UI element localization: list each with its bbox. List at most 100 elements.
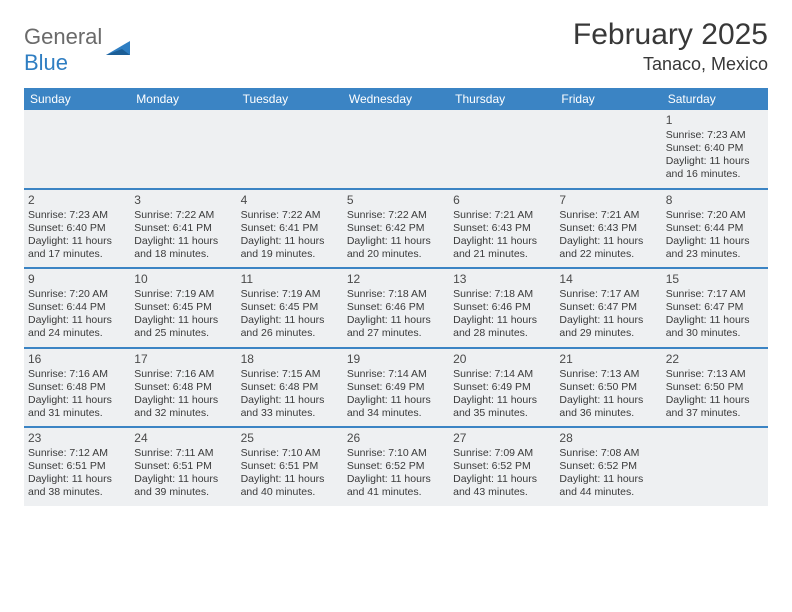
day-number: 26: [347, 431, 445, 446]
day-number: 20: [453, 352, 551, 367]
logo-text: General Blue: [24, 24, 102, 76]
weekday-header: Thursday: [449, 88, 555, 110]
weekday-header: Tuesday: [237, 88, 343, 110]
calendar-day: 25Sunrise: 7:10 AMSunset: 6:51 PMDayligh…: [237, 428, 343, 506]
daylight-text: Daylight: 11 hours and 16 minutes.: [666, 155, 764, 181]
daylight-text: Daylight: 11 hours and 30 minutes.: [666, 314, 764, 340]
calendar-week: 1Sunrise: 7:23 AMSunset: 6:40 PMDaylight…: [24, 110, 768, 188]
calendar-day: 10Sunrise: 7:19 AMSunset: 6:45 PMDayligh…: [130, 269, 236, 347]
sunrise-text: Sunrise: 7:22 AM: [347, 209, 445, 222]
day-number: 1: [666, 113, 764, 128]
weekday-header: Sunday: [24, 88, 130, 110]
calendar-day-empty: [555, 110, 661, 188]
sunset-text: Sunset: 6:41 PM: [134, 222, 232, 235]
calendar-day: 24Sunrise: 7:11 AMSunset: 6:51 PMDayligh…: [130, 428, 236, 506]
calendar-day: 6Sunrise: 7:21 AMSunset: 6:43 PMDaylight…: [449, 190, 555, 268]
sunrise-text: Sunrise: 7:20 AM: [28, 288, 126, 301]
weekday-header: Saturday: [662, 88, 768, 110]
day-number: 7: [559, 193, 657, 208]
weekday-header: Wednesday: [343, 88, 449, 110]
daylight-text: Daylight: 11 hours and 20 minutes.: [347, 235, 445, 261]
calendar-day: 16Sunrise: 7:16 AMSunset: 6:48 PMDayligh…: [24, 349, 130, 427]
day-number: 12: [347, 272, 445, 287]
calendar-day: 2Sunrise: 7:23 AMSunset: 6:40 PMDaylight…: [24, 190, 130, 268]
calendar-day-empty: [662, 428, 768, 506]
day-number: 3: [134, 193, 232, 208]
sunrise-text: Sunrise: 7:12 AM: [28, 447, 126, 460]
sunrise-text: Sunrise: 7:10 AM: [347, 447, 445, 460]
calendar-day: 28Sunrise: 7:08 AMSunset: 6:52 PMDayligh…: [555, 428, 661, 506]
calendar-week: 16Sunrise: 7:16 AMSunset: 6:48 PMDayligh…: [24, 347, 768, 427]
day-number: 9: [28, 272, 126, 287]
daylight-text: Daylight: 11 hours and 25 minutes.: [134, 314, 232, 340]
sunset-text: Sunset: 6:49 PM: [347, 381, 445, 394]
day-number: 19: [347, 352, 445, 367]
day-number: 16: [28, 352, 126, 367]
sunset-text: Sunset: 6:41 PM: [241, 222, 339, 235]
calendar-day-empty: [343, 110, 449, 188]
calendar-day-empty: [449, 110, 555, 188]
calendar-week: 9Sunrise: 7:20 AMSunset: 6:44 PMDaylight…: [24, 267, 768, 347]
sunset-text: Sunset: 6:48 PM: [28, 381, 126, 394]
sunrise-text: Sunrise: 7:14 AM: [453, 368, 551, 381]
sunset-text: Sunset: 6:51 PM: [134, 460, 232, 473]
sunrise-text: Sunrise: 7:14 AM: [347, 368, 445, 381]
sunset-text: Sunset: 6:52 PM: [453, 460, 551, 473]
sunset-text: Sunset: 6:50 PM: [559, 381, 657, 394]
day-number: 18: [241, 352, 339, 367]
sunrise-text: Sunrise: 7:16 AM: [28, 368, 126, 381]
calendar-day: 21Sunrise: 7:13 AMSunset: 6:50 PMDayligh…: [555, 349, 661, 427]
calendar-day: 7Sunrise: 7:21 AMSunset: 6:43 PMDaylight…: [555, 190, 661, 268]
daylight-text: Daylight: 11 hours and 24 minutes.: [28, 314, 126, 340]
month-title: February 2025: [573, 18, 768, 52]
calendar-day: 4Sunrise: 7:22 AMSunset: 6:41 PMDaylight…: [237, 190, 343, 268]
day-number: 11: [241, 272, 339, 287]
calendar-day: 20Sunrise: 7:14 AMSunset: 6:49 PMDayligh…: [449, 349, 555, 427]
calendar-day-empty: [24, 110, 130, 188]
sunrise-text: Sunrise: 7:11 AM: [134, 447, 232, 460]
calendar-page: General Blue February 2025 Tanaco, Mexic…: [0, 0, 792, 524]
daylight-text: Daylight: 11 hours and 36 minutes.: [559, 394, 657, 420]
sunset-text: Sunset: 6:45 PM: [134, 301, 232, 314]
sunrise-text: Sunrise: 7:15 AM: [241, 368, 339, 381]
sunrise-text: Sunrise: 7:13 AM: [666, 368, 764, 381]
weekday-header: Monday: [130, 88, 236, 110]
sunrise-text: Sunrise: 7:09 AM: [453, 447, 551, 460]
logo-word1: General: [24, 24, 102, 49]
day-number: 8: [666, 193, 764, 208]
sunrise-text: Sunrise: 7:16 AM: [134, 368, 232, 381]
sunset-text: Sunset: 6:47 PM: [666, 301, 764, 314]
daylight-text: Daylight: 11 hours and 26 minutes.: [241, 314, 339, 340]
calendar-day: 17Sunrise: 7:16 AMSunset: 6:48 PMDayligh…: [130, 349, 236, 427]
sunrise-text: Sunrise: 7:18 AM: [453, 288, 551, 301]
daylight-text: Daylight: 11 hours and 43 minutes.: [453, 473, 551, 499]
title-block: February 2025 Tanaco, Mexico: [573, 18, 768, 75]
sunset-text: Sunset: 6:46 PM: [453, 301, 551, 314]
calendar-day: 3Sunrise: 7:22 AMSunset: 6:41 PMDaylight…: [130, 190, 236, 268]
calendar-day-empty: [130, 110, 236, 188]
day-number: 23: [28, 431, 126, 446]
sunrise-text: Sunrise: 7:22 AM: [241, 209, 339, 222]
sunset-text: Sunset: 6:43 PM: [453, 222, 551, 235]
daylight-text: Daylight: 11 hours and 41 minutes.: [347, 473, 445, 499]
day-number: 22: [666, 352, 764, 367]
sunrise-text: Sunrise: 7:13 AM: [559, 368, 657, 381]
sunrise-text: Sunrise: 7:21 AM: [453, 209, 551, 222]
daylight-text: Daylight: 11 hours and 40 minutes.: [241, 473, 339, 499]
sunrise-text: Sunrise: 7:18 AM: [347, 288, 445, 301]
sunrise-text: Sunrise: 7:08 AM: [559, 447, 657, 460]
daylight-text: Daylight: 11 hours and 17 minutes.: [28, 235, 126, 261]
sunset-text: Sunset: 6:43 PM: [559, 222, 657, 235]
daylight-text: Daylight: 11 hours and 21 minutes.: [453, 235, 551, 261]
sunset-text: Sunset: 6:52 PM: [559, 460, 657, 473]
sunset-text: Sunset: 6:40 PM: [28, 222, 126, 235]
sunset-text: Sunset: 6:50 PM: [666, 381, 764, 394]
sunset-text: Sunset: 6:47 PM: [559, 301, 657, 314]
day-number: 13: [453, 272, 551, 287]
day-number: 10: [134, 272, 232, 287]
calendar-day: 23Sunrise: 7:12 AMSunset: 6:51 PMDayligh…: [24, 428, 130, 506]
sunset-text: Sunset: 6:44 PM: [666, 222, 764, 235]
calendar-day: 27Sunrise: 7:09 AMSunset: 6:52 PMDayligh…: [449, 428, 555, 506]
daylight-text: Daylight: 11 hours and 22 minutes.: [559, 235, 657, 261]
daylight-text: Daylight: 11 hours and 32 minutes.: [134, 394, 232, 420]
